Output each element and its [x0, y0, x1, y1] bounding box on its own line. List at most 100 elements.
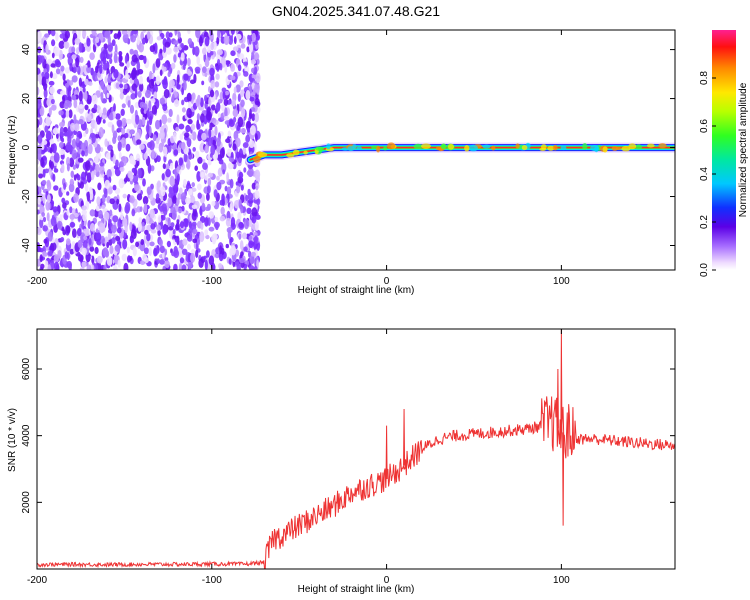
- heatmap-noise-speckle: [238, 233, 242, 240]
- heatmap-noise-speckle: [116, 227, 122, 234]
- heatmap-ridge-blob: [421, 143, 431, 149]
- heatmap-noise-speckle: [115, 82, 120, 89]
- heatmap-noise-speckle: [161, 203, 167, 212]
- heatmap-noise-speckle: [161, 214, 166, 221]
- heatmap-noise-speckle: [73, 123, 80, 132]
- heatmap-noise-speckle: [208, 255, 215, 266]
- heatmap-noise-speckle: [237, 93, 241, 103]
- heatmap-noise-speckle: [153, 247, 158, 257]
- heatmap-noise-speckle: [157, 214, 162, 223]
- heatmap-noise-speckle: [114, 44, 118, 53]
- heatmap-noise-speckle: [91, 133, 96, 144]
- heatmap-noise-speckle: [206, 250, 210, 258]
- heatmap-noise-speckle: [184, 132, 190, 138]
- heatmap-noise-speckle: [254, 52, 260, 61]
- heatmap-noise-speckle: [101, 204, 106, 210]
- heatmap-noise-speckle: [195, 30, 201, 39]
- heatmap-noise-speckle: [235, 137, 241, 148]
- heatmap-noise-speckle: [204, 217, 209, 227]
- heatmap-noise-speckle: [87, 138, 92, 145]
- heatmap-noise-speckle: [118, 203, 122, 212]
- heatmap-noise-speckle: [165, 47, 172, 55]
- heatmap-noise-speckle: [78, 90, 83, 102]
- heatmap-noise-speckle: [93, 169, 97, 175]
- heatmap-noise-speckle: [236, 33, 242, 40]
- heatmap-ridge-blob: [292, 149, 300, 156]
- heatmap-noise-speckle: [200, 222, 204, 230]
- heatmap-noise-speckle: [247, 192, 254, 201]
- heatmap-noise-speckle: [151, 105, 157, 115]
- heatmap-noise-speckle: [117, 135, 122, 142]
- heatmap-noise-speckle: [113, 264, 118, 270]
- heatmap-noise-speckle: [187, 30, 191, 35]
- heatmap-noise-speckle: [150, 228, 157, 234]
- heatmap-noise-speckle: [226, 172, 230, 182]
- heatmap-noise-speckle: [145, 134, 149, 140]
- heatmap-noise-speckle: [187, 57, 191, 67]
- heatmap-noise-speckle: [50, 30, 56, 37]
- heatmap-noise-speckle: [155, 75, 161, 86]
- heatmap-ridge-blob: [376, 145, 381, 153]
- heatmap-noise-speckle: [204, 145, 209, 154]
- heatmap-noise-speckle: [131, 167, 137, 173]
- heatmap-noise-speckle: [132, 247, 137, 257]
- heatmap-noise-speckle: [69, 248, 75, 255]
- heatmap-noise-speckle: [77, 254, 84, 262]
- heatmap-noise-speckle: [86, 264, 92, 270]
- heatmap-noise-speckle: [37, 67, 41, 75]
- heatmap-noise-speckle: [38, 186, 42, 194]
- heatmap-noise-speckle: [114, 244, 121, 252]
- heatmap-noise-speckle: [55, 32, 59, 42]
- heatmap-noise-speckle: [202, 162, 208, 170]
- heatmap-noise-speckle: [50, 216, 57, 227]
- heatmap-noise-speckle: [146, 31, 151, 40]
- heatmap-noise-speckle: [62, 73, 66, 81]
- heatmap-noise-speckle: [188, 228, 194, 233]
- heatmap-noise-speckle: [243, 246, 248, 252]
- heatmap-noise-speckle: [55, 211, 59, 216]
- heatmap-noise-speckle: [209, 122, 213, 131]
- heatmap-noise-speckle: [209, 67, 215, 77]
- heatmap-noise-speckle: [68, 109, 73, 119]
- heatmap-noise-speckle: [207, 178, 212, 186]
- heatmap-noise-speckle: [236, 185, 241, 194]
- heatmap-noise-speckle: [153, 92, 158, 99]
- heatmap-noise-speckle: [82, 92, 87, 100]
- heatmap-noise-speckle: [104, 138, 108, 147]
- heatmap-noise-speckle: [143, 234, 147, 244]
- heatmap-ridge-blob: [594, 146, 599, 153]
- heatmap-noise-speckle: [109, 57, 113, 64]
- heatmap-noise-speckle: [168, 192, 172, 198]
- heatmap-noise-speckle: [115, 159, 119, 168]
- heatmap-noise-speckle: [211, 200, 216, 207]
- heatmap-noise-speckle: [220, 206, 225, 215]
- heatmap-noise-speckle: [108, 218, 112, 224]
- heatmap-noise-speckle: [54, 59, 61, 66]
- heatmap-noise-speckle: [66, 209, 70, 216]
- heatmap-frame: [36, 29, 676, 271]
- heatmap-noise-speckle: [108, 94, 112, 103]
- heatmap-noise-speckle: [73, 193, 79, 203]
- heatmap-noise-speckle: [138, 42, 144, 53]
- heatmap-x-axis: -200 -100 0 100: [27, 30, 570, 287]
- heatmap-noise-speckle: [202, 47, 207, 55]
- heatmap-noise-speckle: [44, 260, 49, 270]
- heatmap-noise-speckle: [181, 107, 186, 113]
- heatmap-noise-speckle: [173, 263, 178, 270]
- heatmap-noise-speckle: [112, 153, 116, 164]
- heatmap-noise-speckle: [131, 69, 136, 81]
- heatmap-noise-speckle: [80, 142, 87, 150]
- heatmap-noise-speckle: [44, 72, 50, 80]
- heatmap-noise-speckle: [52, 143, 57, 154]
- heatmap-noise-speckle: [230, 63, 236, 72]
- heatmap-noise-speckle: [137, 168, 142, 179]
- heatmap-noise-speckle: [170, 222, 175, 228]
- heatmap-noise-speckle: [215, 73, 220, 80]
- heatmap-noise-speckle: [73, 174, 77, 181]
- heatmap-noise-speckle: [186, 70, 193, 76]
- heatmap-noise-speckle: [59, 148, 65, 155]
- heatmap-noise-speckle: [159, 48, 163, 54]
- heatmap-noise-speckle: [41, 179, 47, 185]
- heatmap-noise-speckle: [206, 111, 212, 121]
- heatmap-noise-speckle: [37, 55, 40, 65]
